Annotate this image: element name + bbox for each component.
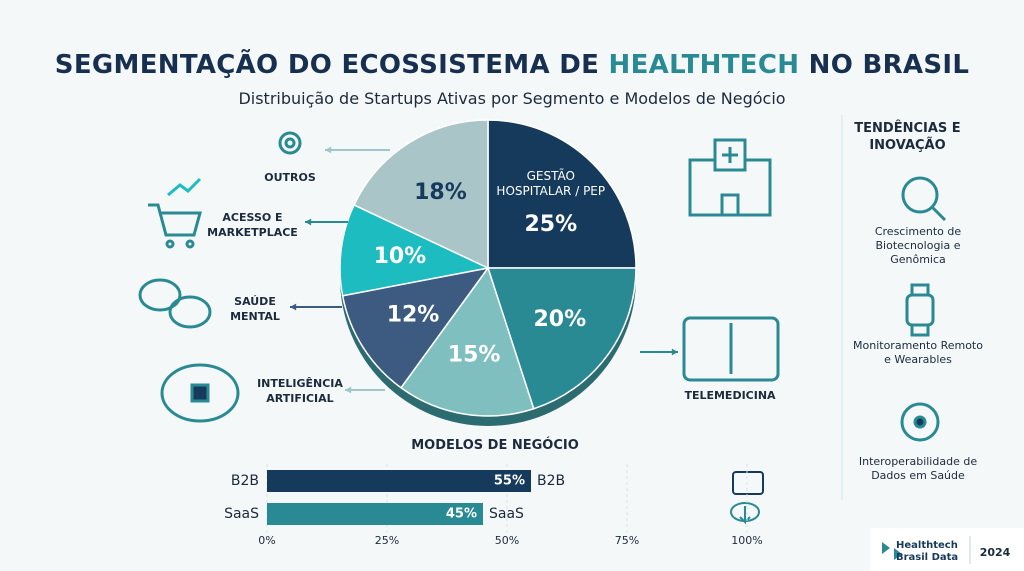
x-tick-label: 75% <box>615 534 639 547</box>
slice-value-label: 12% <box>387 303 440 328</box>
subtitle: Distribuição de Startups Ativas por Segm… <box>238 89 786 108</box>
title: SEGMENTAÇÃO DO ECOSSISTEMA DE HEALTHTECH… <box>0 50 1024 80</box>
icon-network <box>900 402 940 442</box>
x-tick-label: 0% <box>258 534 275 547</box>
footer-brand: Healthtech Brasil Data <box>896 540 959 563</box>
bar-category-label: SaaS <box>224 506 259 522</box>
pie-slice <box>353 119 489 270</box>
arrow-head <box>345 386 352 394</box>
arrow-head <box>290 303 297 311</box>
slice-value-label: 20% <box>534 307 587 332</box>
bar-value-label: 45% <box>446 507 477 522</box>
icon-watch <box>905 283 935 337</box>
icon-cart <box>148 177 202 249</box>
icon-briefcase <box>732 471 764 495</box>
bar-value-label: 55% <box>494 474 525 489</box>
footer-year: 2024 <box>979 546 1011 559</box>
icon-outros <box>278 131 302 155</box>
arrow-head <box>305 218 312 226</box>
slice-value-label: 25% <box>524 212 577 237</box>
trends-title: TENDÊNCIAS E INOVAÇÃO <box>854 121 961 153</box>
title-part: SEGMENTAÇÃO DO ECOSSISTEMA DE <box>54 50 600 80</box>
icon-hospital <box>688 138 772 217</box>
icon-chat <box>138 278 212 329</box>
category-label: ACESSO E MARKETPLACE <box>207 211 298 239</box>
category-label: OUTROS <box>264 171 316 184</box>
trend-item: Monitoramento Remoto e Wearables <box>853 339 983 366</box>
bar <box>267 503 483 525</box>
icon-dna <box>901 176 947 222</box>
pie-slice <box>339 203 491 297</box>
pie-slice <box>486 267 637 410</box>
category-label: TELEMEDICINA <box>684 389 776 402</box>
bar-chart-title: MODELOS DE NEGÓCIO <box>411 437 579 453</box>
icon-brain <box>160 363 240 423</box>
bar-end-label: B2B <box>537 473 565 489</box>
x-tick-label: 100% <box>731 534 762 547</box>
x-tick-label: 25% <box>375 534 399 547</box>
pie-slice <box>341 266 490 389</box>
trend-item: Crescimento de Biotecnologia e Genômica <box>874 225 962 266</box>
category-label: INTELIGÊNCIA ARTIFICIAL <box>257 377 343 405</box>
arrow-head <box>325 146 332 154</box>
slice-value-label: 10% <box>374 244 427 269</box>
bar <box>267 470 531 492</box>
pie-slice <box>487 119 637 269</box>
slice-category-label: GESTÃO HOSPITALAR / PEP <box>496 169 606 199</box>
trend-item: Interoperabilidade de Dados em Saúde <box>858 455 978 482</box>
title-part: NO BRASIL <box>808 50 970 80</box>
bar-category-label: B2B <box>231 473 259 489</box>
pie-slice <box>399 266 535 417</box>
bar-end-label: SaaS <box>489 506 524 522</box>
arrow-head <box>671 348 678 356</box>
icon-tablet <box>682 316 780 382</box>
slice-value-label: 18% <box>414 180 467 205</box>
footer-logo <box>882 542 902 560</box>
slice-value-label: 15% <box>448 343 501 368</box>
title-highlight: HEALTHTECH <box>608 50 800 80</box>
x-tick-label: 50% <box>495 534 519 547</box>
category-label: SAÚDE MENTAL <box>230 295 280 323</box>
